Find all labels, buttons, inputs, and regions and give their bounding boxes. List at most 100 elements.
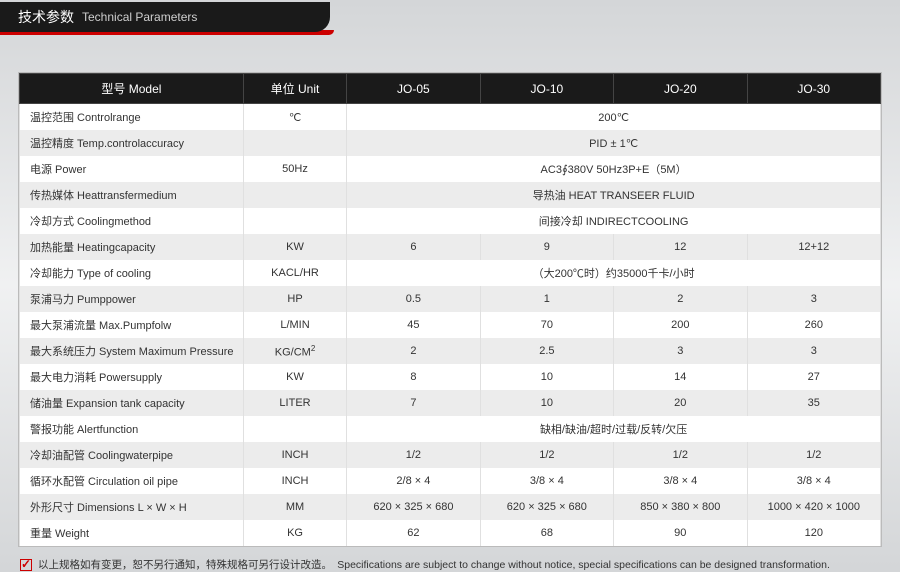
row-value-span: PID ± 1℃ [347,130,881,156]
row-value: 45 [347,312,480,338]
row-value: 1/2 [747,442,880,468]
row-value: 14 [614,364,747,390]
row-value: 2/8 × 4 [347,468,480,494]
table-row: 冷却能力 Type of coolingKACL/HR（大200℃时）约3500… [20,260,881,286]
row-value: 260 [747,312,880,338]
row-value: 1/2 [480,442,613,468]
row-value: 620 × 325 × 680 [347,494,480,520]
table-row: 传热媒体 Heattransfermedium 导热油 HEAT TRANSEER… [20,182,881,208]
row-label: 冷却油配管 Coolingwaterpipe [20,442,244,468]
row-value: 6 [347,234,480,260]
spec-table: 型号 Model 单位 Unit JO-05 JO-10 JO-20 JO-30… [19,73,881,546]
table-row: 加热能量 HeatingcapacityKW691212+12 [20,234,881,260]
row-value-span: 200℃ [347,104,881,131]
row-unit: KW [243,364,346,390]
row-unit [243,182,346,208]
row-value: 3 [747,286,880,312]
row-value: 0.5 [347,286,480,312]
row-value: 1000 × 420 × 1000 [747,494,880,520]
row-value: 10 [480,390,613,416]
row-value: 3 [614,338,747,364]
row-unit: HP [243,286,346,312]
row-label: 温控精度 Temp.controlaccuracy [20,130,244,156]
th-jo20: JO-20 [614,74,747,104]
row-unit: KG/CM2 [243,338,346,364]
row-value: 9 [480,234,613,260]
row-unit: MM [243,494,346,520]
row-unit: KG [243,520,346,546]
row-label: 加热能量 Heatingcapacity [20,234,244,260]
row-value: 10 [480,364,613,390]
table-row: 最大泵浦流量 Max.PumpfolwL/MIN4570200260 [20,312,881,338]
row-unit: KW [243,234,346,260]
row-value: 90 [614,520,747,546]
table-row: 温控范围 Controlrange℃200℃ [20,104,881,131]
table-row: 最大系统压力 System Maximum PressureKG/CM222.5… [20,338,881,364]
section-header: 技术参数 Technical Parameters [0,2,900,36]
table-row: 泵浦马力 PumppowerHP0.5123 [20,286,881,312]
row-value: 62 [347,520,480,546]
row-value: 12 [614,234,747,260]
section-title-cn: 技术参数 [18,7,74,27]
table-row: 电源 Power50HzAC3∮380V 50Hz3P+E（5M） [20,156,881,182]
th-unit: 单位 Unit [243,74,346,104]
row-value: 8 [347,364,480,390]
table-body: 温控范围 Controlrange℃200℃温控精度 Temp.controla… [20,104,881,547]
row-value-span: 缺相/缺油/超时/过载/反转/欠压 [347,416,881,442]
row-label: 传热媒体 Heattransfermedium [20,182,244,208]
row-value: 7 [347,390,480,416]
row-value: 70 [480,312,613,338]
row-value: 2.5 [480,338,613,364]
row-unit: LITER [243,390,346,416]
row-label: 外形尺寸 Dimensions L × W × H [20,494,244,520]
row-value-span: （大200℃时）约35000千卡/小时 [347,260,881,286]
row-value-span: 导热油 HEAT TRANSEER FLUID [347,182,881,208]
row-unit: KACL/HR [243,260,346,286]
row-value-span: AC3∮380V 50Hz3P+E（5M） [347,156,881,182]
table-row: 重量 WeightKG626890120 [20,520,881,546]
row-label: 温控范围 Controlrange [20,104,244,131]
row-unit: L/MIN [243,312,346,338]
row-unit: 50Hz [243,156,346,182]
row-value: 850 × 380 × 800 [614,494,747,520]
section-title-en: Technical Parameters [82,10,197,24]
table-row: 警报功能 Alertfunction 缺相/缺油/超时/过载/反转/欠压 [20,416,881,442]
th-jo10: JO-10 [480,74,613,104]
row-value: 2 [614,286,747,312]
th-model: 型号 Model [20,74,244,104]
row-value: 200 [614,312,747,338]
row-label: 循环水配管 Circulation oil pipe [20,468,244,494]
section-title: 技术参数 Technical Parameters [0,2,330,32]
row-value: 3/8 × 4 [480,468,613,494]
row-unit: INCH [243,468,346,494]
table-row: 外形尺寸 Dimensions L × W × HMM620 × 325 × 6… [20,494,881,520]
row-value: 3/8 × 4 [614,468,747,494]
row-value: 27 [747,364,880,390]
row-label: 警报功能 Alertfunction [20,416,244,442]
row-label: 冷却方式 Coolingmethod [20,208,244,234]
row-label: 重量 Weight [20,520,244,546]
row-value: 3 [747,338,880,364]
table-row: 循环水配管 Circulation oil pipeINCH2/8 × 43/8… [20,468,881,494]
row-value-span: 间接冷却 INDIRECTCOOLING [347,208,881,234]
row-label: 冷却能力 Type of cooling [20,260,244,286]
row-unit [243,416,346,442]
table-row: 温控精度 Temp.controlaccuracy PID ± 1℃ [20,130,881,156]
th-jo05: JO-05 [347,74,480,104]
row-value: 620 × 325 × 680 [480,494,613,520]
row-value: 2 [347,338,480,364]
row-value: 68 [480,520,613,546]
table-row: 储油量 Expansion tank capacityLITER7102035 [20,390,881,416]
row-unit [243,130,346,156]
row-value: 1/2 [347,442,480,468]
row-label: 最大系统压力 System Maximum Pressure [20,338,244,364]
table-head: 型号 Model 单位 Unit JO-05 JO-10 JO-20 JO-30 [20,74,881,104]
table-row: 最大电力消耗 PowersupplyKW8101427 [20,364,881,390]
th-jo30: JO-30 [747,74,880,104]
row-label: 最大泵浦流量 Max.Pumpfolw [20,312,244,338]
table-row: 冷却油配管 CoolingwaterpipeINCH1/21/21/21/2 [20,442,881,468]
row-label: 电源 Power [20,156,244,182]
row-unit: ℃ [243,104,346,131]
row-label: 最大电力消耗 Powersupply [20,364,244,390]
row-label: 泵浦马力 Pumppower [20,286,244,312]
